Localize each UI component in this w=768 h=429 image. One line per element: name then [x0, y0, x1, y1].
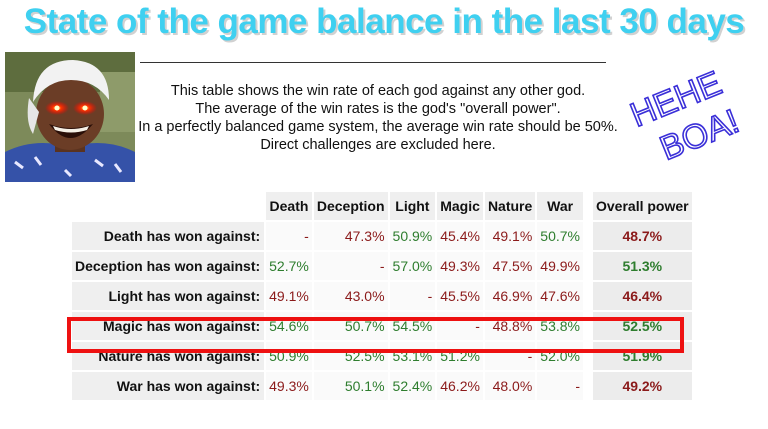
- table-row: Nature has won against: 50.9% 52.5% 53.1% 51…: [72, 342, 692, 370]
- table-header-row: Death Deception Light Magic Nature War O…: [72, 192, 692, 220]
- table-row: Death has won against: -47.3% 50.9% 45.4% 49…: [72, 222, 692, 250]
- overall-power-cell: 49.2%: [593, 372, 692, 400]
- win-rate-cell: 52.7%: [266, 252, 312, 280]
- table-row: War has won against: 49.3% 50.1% 52.4% 46.2%…: [72, 372, 692, 400]
- table-row: Light has won against: 49.1% 43.0% -45.5% 46…: [72, 282, 692, 310]
- column-header: War: [537, 192, 583, 220]
- overall-power-cell: 48.7%: [593, 222, 692, 250]
- description-line: Direct challenges are excluded here.: [260, 137, 496, 153]
- win-rate-cell: 48.0%: [484, 372, 536, 400]
- win-rate-cell: -: [266, 222, 312, 250]
- overall-power-cell: 46.4%: [593, 282, 692, 310]
- win-rate-cell: 47.6%: [537, 282, 583, 310]
- win-rate-cell: 47.3%: [313, 222, 388, 250]
- win-rate-cell: 49.9%: [537, 252, 583, 280]
- hehe-boa-stamp: HEHE BOA!: [624, 63, 745, 169]
- row-header: Death has won against:: [72, 222, 265, 250]
- win-rate-cell: -: [437, 312, 483, 340]
- win-rate-cell: 54.5%: [389, 312, 436, 340]
- column-header: Death: [266, 192, 312, 220]
- win-rate-cell: 43.0%: [313, 282, 388, 310]
- overall-power-header: Overall power: [593, 192, 692, 220]
- laughing-man-laser-eyes-icon: [5, 52, 135, 182]
- overall-power-cell: 52.5%: [593, 312, 692, 340]
- win-rate-cell: 46.2%: [437, 372, 483, 400]
- column-header: Magic: [437, 192, 483, 220]
- win-rate-cell: -: [313, 252, 388, 280]
- description-line: In a perfectly balanced game system, the…: [138, 119, 618, 135]
- win-rate-cell: -: [389, 282, 436, 310]
- row-header: War has won against:: [72, 372, 265, 400]
- win-rate-cell: 57.0%: [389, 252, 436, 280]
- win-rate-table: Death Deception Light Magic Nature War O…: [70, 190, 694, 402]
- win-rate-cell: 53.8%: [537, 312, 583, 340]
- win-rate-cell: 50.7%: [537, 222, 583, 250]
- description: This table shows the win rate of each go…: [130, 82, 626, 154]
- win-rate-cell: -: [484, 342, 536, 370]
- column-header: Deception: [313, 192, 388, 220]
- win-rate-cell: 52.4%: [389, 372, 436, 400]
- win-rate-cell: 45.5%: [437, 282, 483, 310]
- win-rate-cell: 50.1%: [313, 372, 388, 400]
- win-rate-cell: 49.3%: [266, 372, 312, 400]
- win-rate-cell: 49.1%: [266, 282, 312, 310]
- column-header: Nature: [484, 192, 536, 220]
- table-row: Deception has won against: 52.7% -57.0% 49.…: [72, 252, 692, 280]
- win-rate-cell: 46.9%: [484, 282, 536, 310]
- win-rate-cell: 48.8%: [484, 312, 536, 340]
- win-rate-cell: 50.7%: [313, 312, 388, 340]
- win-rate-cell: 49.3%: [437, 252, 483, 280]
- win-rate-cell: 47.5%: [484, 252, 536, 280]
- page-title: State of the game balance in the last 30…: [23, 2, 745, 41]
- magic-row-highlight: [67, 317, 684, 353]
- win-rate-cell: 54.6%: [266, 312, 312, 340]
- divider-line: [140, 62, 606, 63]
- description-line: The average of the win rates is the god'…: [195, 101, 561, 117]
- laughing-man-photo: [5, 52, 135, 182]
- overall-power-cell: 51.3%: [593, 252, 692, 280]
- row-header: Light has won against:: [72, 282, 265, 310]
- win-rate-cell: 45.4%: [437, 222, 483, 250]
- win-rate-cell: 49.1%: [484, 222, 536, 250]
- row-header: Magic has won against:: [72, 312, 265, 340]
- win-rate-cell: 50.9%: [389, 222, 436, 250]
- column-header: Light: [389, 192, 436, 220]
- description-line: This table shows the win rate of each go…: [170, 83, 586, 99]
- win-rate-cell: -: [537, 372, 583, 400]
- table-row: Magic has won against: 54.6% 50.7% 54.5% -48…: [72, 312, 692, 340]
- row-header: Deception has won against:: [72, 252, 265, 280]
